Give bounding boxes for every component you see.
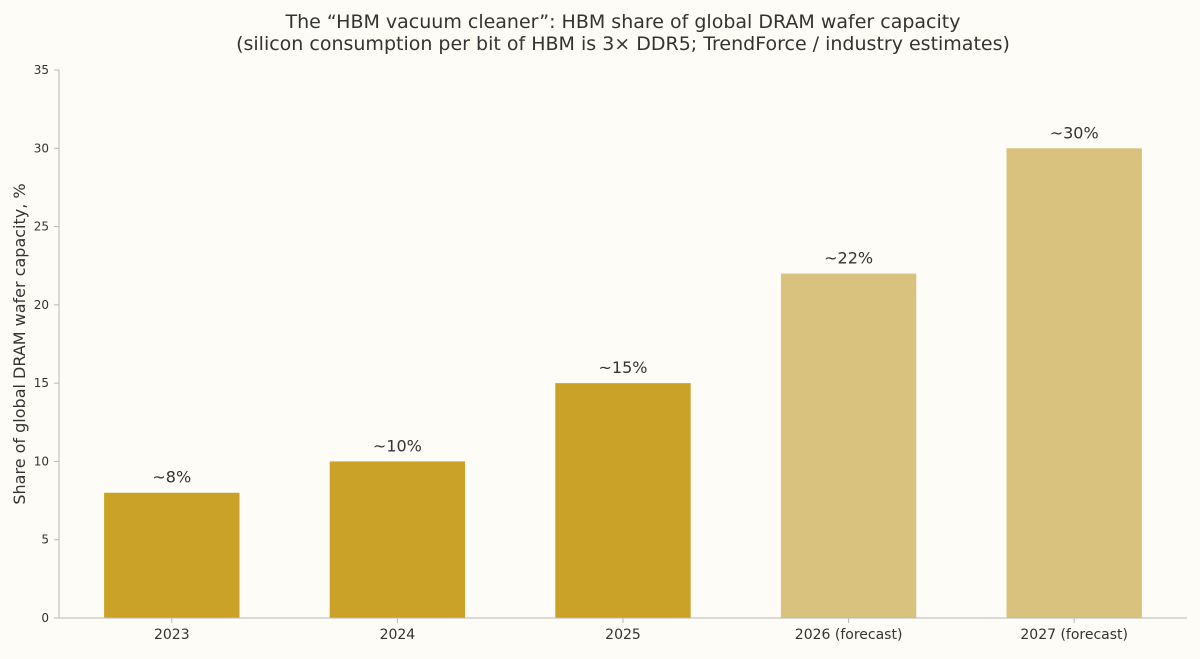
chart-title-line-1: The “HBM vacuum cleaner”: HBM share of g… [285, 11, 961, 33]
data-label: ~8% [152, 468, 191, 487]
chart-title: The “HBM vacuum cleaner”: HBM share of g… [236, 11, 1010, 55]
y-tick-label: 5 [41, 533, 49, 547]
x-tick-label: 2023 [154, 627, 190, 643]
bar-2024 [329, 461, 466, 618]
data-label: ~30% [1050, 123, 1099, 142]
y-tick-label: 30 [34, 141, 49, 155]
y-axis-label: Share of global DRAM wafer capacity, % [10, 183, 29, 504]
y-tick-label: 15 [34, 376, 49, 390]
bar-2026 [780, 273, 917, 618]
data-label: ~10% [373, 436, 422, 455]
bars-group: ~8% ~10% ~15% ~22% ~30% [104, 123, 1142, 619]
x-tick-label: 2024 [380, 627, 416, 643]
y-axis-ticks: 0 5 10 15 20 25 30 35 [34, 63, 59, 625]
y-tick-label: 25 [34, 220, 49, 234]
y-tick-label: 10 [34, 454, 49, 468]
data-label: ~22% [824, 249, 873, 268]
y-tick-label: 0 [41, 611, 49, 625]
x-tick-label: 2025 [605, 627, 641, 643]
x-axis-ticks: 2023 2024 2025 2026 (forecast) 2027 (forecas… [154, 618, 1128, 643]
y-tick-label: 20 [34, 298, 49, 312]
bar-2025 [555, 383, 691, 618]
bar-2027 [1006, 148, 1142, 619]
chart-title-line-2: (silicon consumption per bit of HBM is 3… [236, 33, 1010, 55]
x-tick-label: 2027 (forecast) [1020, 627, 1128, 643]
x-tick-label: 2026 (forecast) [795, 627, 903, 643]
y-tick-label: 35 [34, 63, 49, 77]
data-label: ~15% [599, 358, 648, 377]
bar-2023 [104, 492, 240, 618]
